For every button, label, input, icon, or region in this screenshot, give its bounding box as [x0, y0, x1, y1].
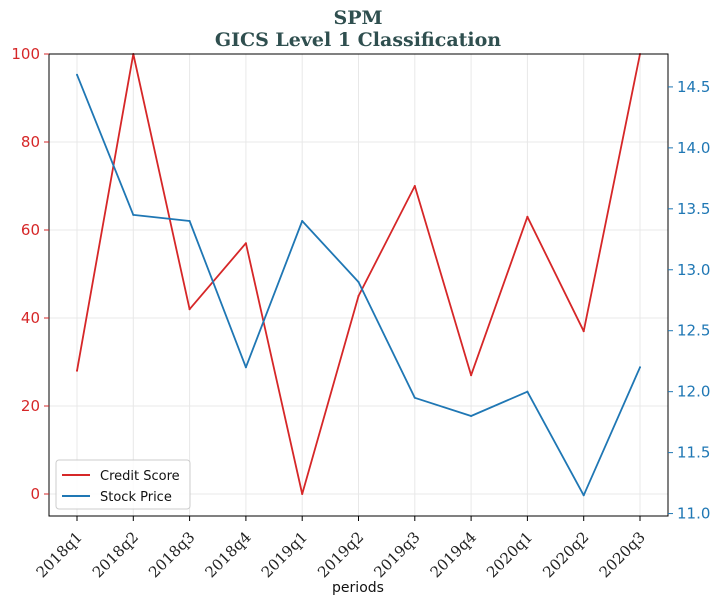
legend-label-stock-price: Stock Price [100, 490, 172, 505]
right-tick-label: 11.5 [677, 444, 710, 462]
data-point-stock-price [526, 390, 529, 393]
right-tick-label: 12.5 [677, 322, 710, 340]
data-point-credit-score [76, 369, 78, 372]
x-tick-label: 2020q2 [539, 528, 592, 581]
data-point-credit-score [357, 295, 360, 297]
x-axis: 2018q1 2018q2 2018q3 2018q4 2019q1 2019q2 2019… [33, 516, 649, 581]
data-point-stock-price [76, 73, 78, 76]
x-tick-label: 2019q1 [258, 528, 311, 581]
x-tick-label: 2020q3 [596, 528, 649, 581]
right-axis: 11.0 11.5 12.0 12.5 13.0 13.5 14.0 14.5 [668, 78, 710, 523]
data-point-credit-score [188, 308, 191, 311]
left-tick-label: 20 [21, 397, 40, 415]
left-tick-label: 0 [30, 485, 40, 503]
grid [49, 53, 668, 516]
left-tick-label: 80 [21, 133, 40, 151]
data-point-credit-score [470, 374, 473, 377]
x-tick-label: 2018q1 [33, 528, 86, 581]
x-axis-label: periods [332, 580, 384, 596]
data-point-credit-score [582, 330, 585, 333]
data-point-stock-price [132, 213, 135, 216]
chart-title: SPM [333, 7, 382, 29]
right-tick-label: 14.0 [677, 139, 710, 157]
legend-label-credit-score: Credit Score [100, 469, 180, 484]
right-tick-label: 14.5 [677, 78, 710, 96]
x-tick-label: 2018q2 [89, 528, 142, 581]
right-tick-label: 13.0 [677, 261, 710, 279]
data-point-credit-score [301, 493, 304, 495]
x-tick-label: 2018q3 [145, 528, 198, 581]
data-point-stock-price [413, 396, 416, 399]
left-tick-label: 100 [11, 45, 40, 63]
right-tick-label: 12.0 [677, 383, 710, 401]
data-point-stock-price [357, 280, 360, 283]
data-point-credit-score [526, 215, 529, 218]
left-tick-label: 60 [21, 221, 40, 239]
left-tick-label: 40 [21, 309, 40, 327]
right-tick-label: 11.0 [677, 505, 710, 523]
x-tick-label: 2019q2 [314, 528, 367, 581]
data-point-credit-score [413, 185, 416, 187]
legend: Credit Score Stock Price [55, 459, 191, 510]
series-lines [76, 53, 641, 497]
data-point-stock-price [639, 366, 641, 369]
x-tick-label: 2019q3 [370, 528, 423, 581]
data-point-stock-price [301, 220, 304, 223]
right-tick-label: 13.5 [677, 200, 710, 218]
left-axis: 0 20 40 60 80 100 [11, 45, 49, 503]
data-point-stock-price [470, 415, 473, 418]
data-point-stock-price [244, 366, 247, 369]
data-point-credit-score [244, 242, 247, 245]
x-tick-label: 2020q1 [483, 528, 536, 581]
chart-subtitle: GICS Level 1 Classification [215, 29, 501, 51]
data-point-stock-price [188, 220, 191, 223]
data-point-stock-price [582, 494, 585, 497]
x-tick-label: 2019q4 [427, 528, 480, 581]
x-tick-label: 2018q4 [201, 528, 254, 581]
